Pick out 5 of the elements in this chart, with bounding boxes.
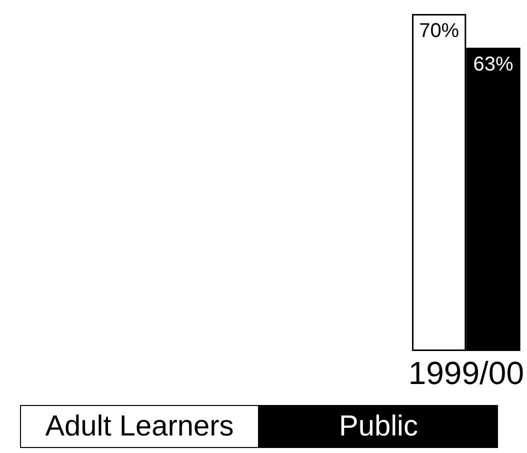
- text: Public: [339, 410, 418, 442]
- data-label: 63%: [473, 54, 514, 76]
- text: Adult Learners: [45, 410, 234, 442]
- x-tick-label: 1999/00: [408, 355, 524, 391]
- data-label: 70%: [419, 20, 460, 42]
